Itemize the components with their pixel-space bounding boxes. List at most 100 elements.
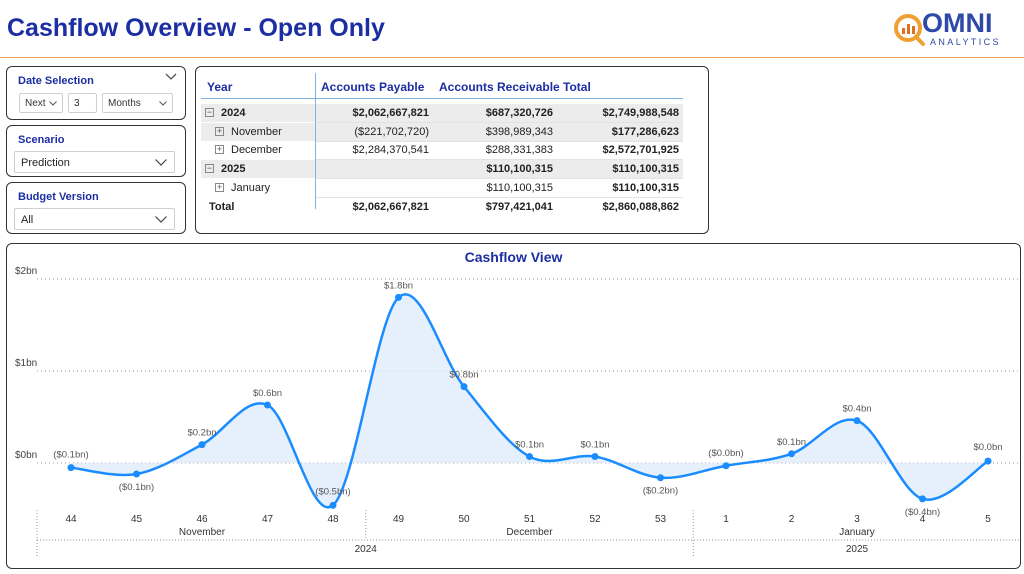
chevron-down-icon xyxy=(159,101,167,106)
x-tick-label: 47 xyxy=(262,514,274,525)
chevron-down-icon[interactable] xyxy=(165,73,177,81)
cashflow-matrix: Year Accounts Payable Accounts Receivabl… xyxy=(195,66,709,234)
y-tick-label: $1bn xyxy=(15,358,37,369)
budget-version-dropdown[interactable]: All xyxy=(14,208,175,230)
expand-icon[interactable]: + xyxy=(215,144,224,155)
data-label: $0.8bn xyxy=(449,370,478,381)
x-tick-label: 53 xyxy=(655,514,667,525)
data-point[interactable] xyxy=(460,383,468,391)
row-divider xyxy=(315,196,683,198)
cashflow-chart-card: Cashflow View $2bn $1bn $0bn ($0.1bn) ($0.1b… xyxy=(6,243,1021,569)
total-value: $110,100,315 xyxy=(612,181,679,194)
y-tick-label: $0bn xyxy=(15,450,37,461)
total-value: $2,749,988,548 xyxy=(602,107,679,119)
data-label: $0.0bn xyxy=(973,442,1002,453)
month-label: December xyxy=(506,527,553,538)
data-point[interactable] xyxy=(526,453,533,461)
budget-version-slicer: Budget Version All xyxy=(6,182,186,234)
data-point[interactable] xyxy=(198,441,206,449)
x-tick-label: 4 xyxy=(920,514,926,525)
accounts-receivable-value: $797,421,041 xyxy=(485,200,553,213)
x-tick-label: 52 xyxy=(589,514,601,525)
accounts-payable-value: ($221,702,720) xyxy=(354,125,429,138)
row-divider xyxy=(315,159,683,161)
data-label: $0.4bn xyxy=(842,404,871,415)
logo-subtitle: ANALYTICS xyxy=(930,37,1001,47)
accounts-payable-value: $2,062,667,821 xyxy=(352,107,429,119)
date-direction-select[interactable]: Next xyxy=(19,93,63,113)
data-label: $0.1bn xyxy=(580,440,609,451)
header-accounts-payable[interactable]: Accounts Payable xyxy=(321,80,425,94)
accounts-receivable-value: $687,320,726 xyxy=(485,107,553,119)
accounts-receivable-value: $288,331,383 xyxy=(485,144,553,157)
header-accounts-receivable[interactable]: Accounts Receivable xyxy=(439,80,560,94)
data-label: ($0.1bn) xyxy=(119,482,154,493)
data-point[interactable] xyxy=(722,462,730,470)
page-title: Cashflow Overview - Open Only xyxy=(7,14,385,42)
header-bar: Cashflow Overview - Open Only OMNI ANALY… xyxy=(0,0,1024,58)
logo-wordmark: OMNI xyxy=(922,8,993,38)
data-point[interactable] xyxy=(788,450,795,458)
data-label: $0.2bn xyxy=(187,428,216,439)
accounts-receivable-value: $110,100,315 xyxy=(486,181,553,194)
data-point[interactable] xyxy=(919,495,926,503)
data-point[interactable] xyxy=(984,457,992,465)
matrix-row[interactable]: −2024 $2,062,667,821 $687,320,726 $2,749,98… xyxy=(201,104,683,123)
x-tick-label: 1 xyxy=(723,514,729,525)
header-year[interactable]: Year xyxy=(207,80,233,94)
matrix-total-row[interactable]: Total $2,062,667,821 $797,421,041 $2,860,08… xyxy=(201,198,683,216)
matrix-header-row: Year Accounts Payable Accounts Receivabl… xyxy=(201,75,683,99)
data-label: ($0.4bn) xyxy=(905,507,940,518)
data-label: $0.1bn xyxy=(515,440,544,451)
date-unit-select[interactable]: Months xyxy=(102,93,173,113)
data-point[interactable] xyxy=(133,470,140,478)
row-label: Total xyxy=(209,200,235,213)
matrix-row[interactable]: −2025 $110,100,315 $110,100,315 xyxy=(201,160,683,180)
data-point[interactable] xyxy=(395,293,402,301)
y-tick-label: $2bn xyxy=(15,266,37,277)
month-label: January xyxy=(839,527,875,538)
magnifier-chart-icon xyxy=(894,14,925,46)
total-value: $2,572,701,925 xyxy=(602,144,679,157)
collapse-icon[interactable]: − xyxy=(205,107,214,117)
matrix-row[interactable]: + December $2,284,370,541 $288,331,383 $2,57… xyxy=(201,141,683,161)
date-count-input[interactable]: 3 xyxy=(68,93,97,113)
data-point[interactable] xyxy=(853,417,861,425)
data-label: ($0.5bn) xyxy=(315,486,350,497)
x-tick-label: 5 xyxy=(985,514,991,525)
budget-version-title: Budget Version xyxy=(18,191,99,203)
year-label: 2024 xyxy=(355,544,378,555)
header-total[interactable]: Total xyxy=(563,80,591,94)
row-label: November xyxy=(231,125,282,138)
scenario-dropdown[interactable]: Prediction xyxy=(14,151,175,173)
row-label: 2025 xyxy=(221,163,246,176)
date-count-value: 3 xyxy=(74,98,80,109)
data-point[interactable] xyxy=(657,474,664,482)
matrix-row[interactable]: + January $110,100,315 $110,100,315 xyxy=(201,179,683,198)
data-point[interactable] xyxy=(67,464,75,472)
collapse-icon[interactable]: − xyxy=(205,163,214,174)
data-point[interactable] xyxy=(264,401,271,409)
row-label: 2024 xyxy=(221,107,246,119)
x-tick-label: 50 xyxy=(458,514,470,525)
cashflow-chart: $2bn $1bn $0bn ($0.1bn) ($0.1bn) $0.2bn $0.6bn… xyxy=(15,266,1020,558)
month-label: November xyxy=(179,527,226,538)
data-point[interactable] xyxy=(591,453,599,461)
expand-icon[interactable]: + xyxy=(215,181,224,192)
date-selection-slicer: Date Selection Next 3 Months xyxy=(6,66,186,120)
expand-icon[interactable]: + xyxy=(215,125,224,136)
data-label: ($0.1bn) xyxy=(53,450,88,461)
budget-version-value: All xyxy=(21,214,34,226)
scenario-value: Prediction xyxy=(21,157,70,169)
x-tick-label: 44 xyxy=(65,514,77,525)
x-tick-label: 45 xyxy=(131,514,143,525)
date-unit-value: Months xyxy=(108,98,141,109)
date-direction-value: Next xyxy=(25,98,46,109)
accounts-payable-value: $2,062,667,821 xyxy=(352,200,429,213)
accounts-receivable-value: $398,989,343 xyxy=(485,125,553,138)
total-value: $110,100,315 xyxy=(612,163,679,176)
matrix-row[interactable]: + November ($221,702,720) $398,989,343 $177,… xyxy=(201,122,683,142)
row-divider xyxy=(315,122,683,123)
column-divider xyxy=(315,73,316,209)
data-point[interactable] xyxy=(329,501,337,509)
